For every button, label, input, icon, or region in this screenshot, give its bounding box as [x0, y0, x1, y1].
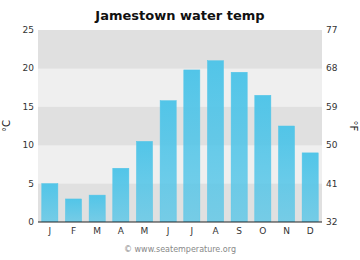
x-tick-label: A	[118, 226, 125, 236]
x-tick-label: D	[307, 226, 314, 236]
x-tick-label: M	[93, 226, 101, 236]
bar	[207, 61, 223, 222]
grid-band	[38, 30, 322, 68]
y-tick-label: 0	[28, 217, 34, 227]
y2-tick-label: 77	[326, 25, 337, 35]
bar	[113, 168, 129, 222]
watermark: © www.seatemperature.org	[124, 245, 236, 254]
x-tick-label: O	[259, 226, 266, 236]
x-tick-label: A	[212, 226, 219, 236]
grid-band	[38, 68, 322, 106]
bar	[160, 101, 176, 222]
bar	[255, 95, 271, 222]
y2-tick-label: 32	[326, 217, 337, 227]
bar	[184, 70, 200, 222]
y-tick-label: 10	[23, 140, 35, 150]
y2-tick-label: 41	[326, 179, 337, 189]
y-tick-label: 20	[23, 63, 35, 73]
chart-svg: J F M A M J J A S O N D 0 5 10 15 20 25 32 41 50 59 68 77 °C °F Ja…	[0, 0, 360, 260]
bar	[65, 199, 81, 222]
y2-axis-label: °F	[348, 121, 359, 132]
bar	[136, 141, 152, 222]
x-tick-label: J	[48, 226, 52, 236]
y2-tick-label: 68	[326, 63, 338, 73]
bar	[42, 184, 58, 222]
bar	[231, 72, 247, 222]
x-axis-line	[38, 222, 322, 223]
chart-title: Jamestown water temp	[94, 8, 264, 23]
y2-tick-label: 59	[326, 102, 338, 112]
y-tick-label: 5	[28, 179, 34, 189]
bars	[42, 61, 318, 222]
x-tick-label: J	[190, 226, 194, 236]
y-tick-label: 25	[23, 25, 34, 35]
x-tick-label: S	[236, 226, 242, 236]
bar	[89, 195, 105, 222]
bar	[278, 126, 294, 222]
y2-tick-label: 50	[326, 140, 338, 150]
y-axis-label: °C	[1, 120, 12, 132]
x-tick-label: M	[141, 226, 149, 236]
bar	[302, 153, 318, 222]
x-tick-label: N	[283, 226, 290, 236]
x-tick-label: J	[166, 226, 170, 236]
y-tick-label: 15	[23, 102, 34, 112]
plot-background	[38, 30, 322, 222]
x-tick-label: F	[71, 226, 76, 236]
chart-container: J F M A M J J A S O N D 0 5 10 15 20 25 32 41 50 59 68 77 °C °F Ja…	[0, 0, 360, 260]
